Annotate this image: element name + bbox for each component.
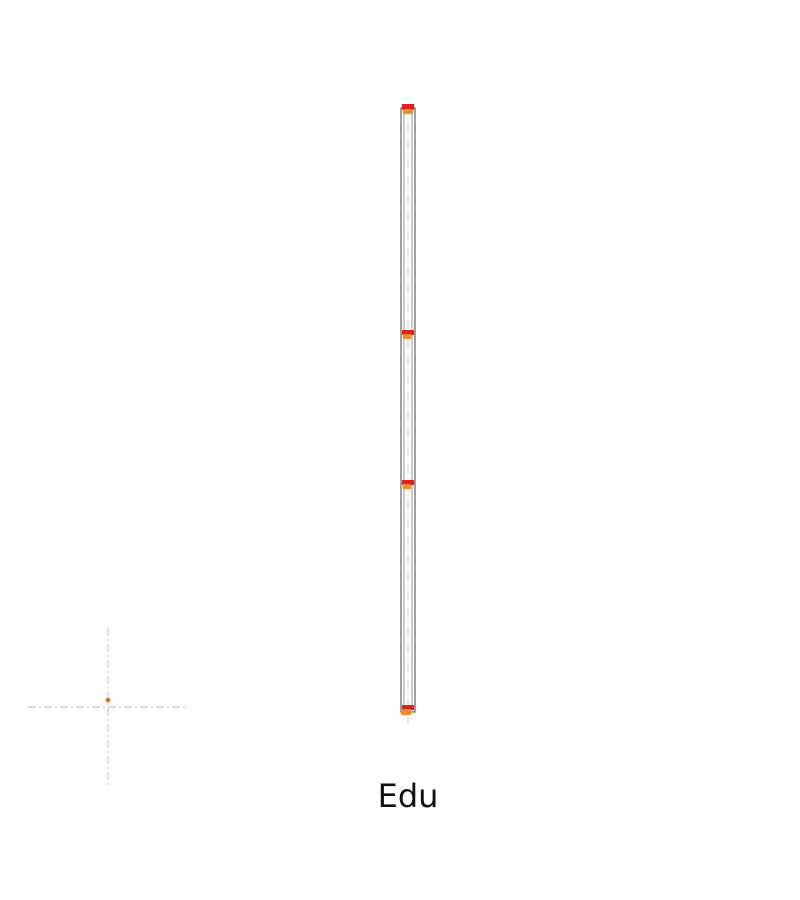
drawing-label: Edu bbox=[377, 777, 439, 815]
joint-top-red bbox=[402, 104, 414, 110]
joint-top[interactable] bbox=[402, 104, 414, 114]
joint-upper[interactable] bbox=[402, 330, 414, 339]
origin-crosshair bbox=[28, 628, 188, 788]
vertical-member[interactable] bbox=[400, 104, 416, 724]
joint-middle-red bbox=[402, 480, 414, 485]
joint-upper-red bbox=[402, 330, 414, 335]
joint-middle-orange bbox=[403, 484, 411, 489]
joint-bottom[interactable] bbox=[401, 705, 414, 715]
joint-top-orange bbox=[403, 109, 413, 114]
origin-marker-dot bbox=[106, 698, 110, 702]
joint-middle[interactable] bbox=[402, 480, 414, 489]
joint-upper-orange bbox=[403, 334, 411, 339]
joint-bottom-orange bbox=[401, 709, 411, 715]
joint-bottom-red bbox=[402, 705, 414, 710]
